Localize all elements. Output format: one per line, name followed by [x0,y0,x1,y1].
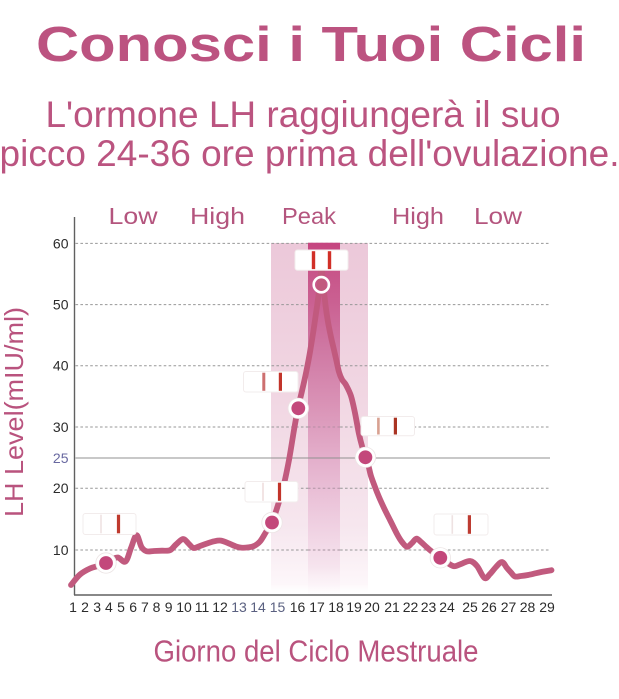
svg-text:7: 7 [141,599,149,615]
svg-text:8: 8 [153,599,161,615]
svg-text:5: 5 [117,599,125,615]
svg-text:Giorno del Ciclo Mestruale: Giorno del Ciclo Mestruale [154,634,479,669]
svg-text:21: 21 [384,599,400,615]
svg-text:20: 20 [53,480,69,496]
svg-text:1: 1 [69,599,77,615]
svg-text:24: 24 [439,599,455,615]
svg-text:23: 23 [421,599,437,615]
svg-text:40: 40 [53,358,69,374]
svg-text:14: 14 [250,599,266,615]
svg-text:10: 10 [176,599,192,615]
svg-text:22: 22 [403,599,419,615]
svg-text:25: 25 [462,599,478,615]
svg-text:18: 18 [328,599,344,615]
svg-text:20: 20 [364,599,380,615]
svg-text:LH Level(mIU/ml): LH Level(mIU/ml) [0,307,29,517]
svg-text:15: 15 [270,599,286,615]
svg-text:29: 29 [539,599,555,615]
svg-text:50: 50 [53,297,69,313]
svg-text:10: 10 [53,542,69,558]
svg-text:4: 4 [105,599,113,615]
svg-text:30: 30 [53,419,69,435]
svg-text:19: 19 [346,599,362,615]
svg-text:28: 28 [520,599,536,615]
svg-text:2: 2 [81,599,89,615]
svg-text:Conosci i Tuoi Cicli: Conosci i Tuoi Cicli [36,18,586,72]
svg-text:High: High [392,203,444,229]
svg-text:12: 12 [212,599,228,615]
svg-text:60: 60 [53,235,69,251]
svg-text:13: 13 [231,599,247,615]
svg-text:25: 25 [53,450,69,466]
svg-text:High: High [190,203,245,229]
svg-text:27: 27 [501,599,517,615]
svg-text:Peak: Peak [282,203,337,229]
svg-text:Low: Low [109,203,158,229]
svg-text:6: 6 [129,599,137,615]
svg-text:16: 16 [290,599,306,615]
svg-text:11: 11 [195,599,210,615]
svg-text:3: 3 [93,599,101,615]
svg-text:L'ormone LH raggiungerà il suo: L'ormone LH raggiungerà il suo [45,94,560,135]
svg-text:26: 26 [481,599,497,615]
svg-text:17: 17 [309,599,325,615]
svg-text:9: 9 [165,599,173,615]
svg-text:Low: Low [474,203,522,229]
svg-text:picco 24-36 ore prima dell'ovu: picco 24-36 ore prima dell'ovulazione. [0,133,619,174]
